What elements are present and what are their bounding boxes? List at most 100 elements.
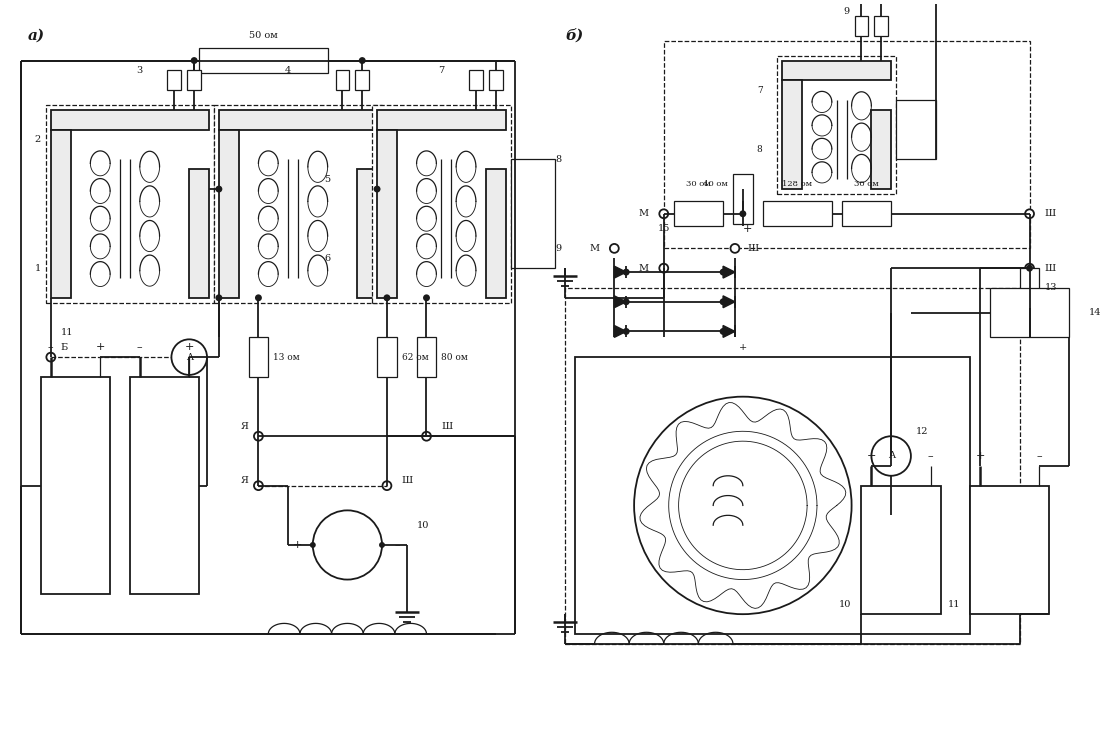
Bar xyxy=(249,338,268,377)
Circle shape xyxy=(730,244,739,253)
Bar xyxy=(219,110,377,130)
Text: Я: Я xyxy=(241,476,249,485)
Text: 50 ом: 50 ом xyxy=(249,32,277,41)
Circle shape xyxy=(422,432,431,441)
Circle shape xyxy=(424,294,430,301)
Text: Ш: Ш xyxy=(748,244,759,253)
Circle shape xyxy=(623,269,629,276)
Polygon shape xyxy=(723,272,735,278)
Text: Б: Б xyxy=(60,343,68,352)
Circle shape xyxy=(739,210,746,217)
Text: 30 ом: 30 ом xyxy=(854,180,879,188)
Bar xyxy=(219,130,239,298)
Circle shape xyxy=(659,264,668,273)
Circle shape xyxy=(719,328,726,335)
Text: 6: 6 xyxy=(324,254,331,263)
Circle shape xyxy=(359,57,365,64)
Circle shape xyxy=(1025,264,1034,273)
Circle shape xyxy=(374,186,381,192)
Text: 8: 8 xyxy=(757,145,762,154)
Text: 5: 5 xyxy=(324,175,331,184)
Text: 14: 14 xyxy=(1089,308,1100,317)
Bar xyxy=(377,110,506,130)
Text: A: A xyxy=(888,452,894,461)
Bar xyxy=(51,110,209,130)
Bar xyxy=(372,105,510,303)
Text: а): а) xyxy=(28,29,45,43)
Polygon shape xyxy=(723,296,735,301)
Text: М: М xyxy=(639,264,649,273)
Text: –: – xyxy=(1036,451,1042,461)
Text: A: A xyxy=(186,352,192,362)
Bar xyxy=(1020,268,1040,308)
Text: –: – xyxy=(48,342,54,352)
Bar xyxy=(51,130,70,298)
Polygon shape xyxy=(614,272,626,278)
Circle shape xyxy=(379,542,385,548)
Text: 15: 15 xyxy=(658,224,670,233)
Text: +: + xyxy=(739,343,747,352)
Bar xyxy=(565,288,1020,644)
Text: –: – xyxy=(138,342,143,352)
Bar xyxy=(733,174,752,223)
Text: +: + xyxy=(867,451,876,461)
Circle shape xyxy=(384,294,390,301)
Text: 12: 12 xyxy=(916,427,928,436)
Polygon shape xyxy=(614,296,626,301)
Bar xyxy=(896,100,936,159)
Bar xyxy=(842,201,891,226)
Bar xyxy=(782,60,891,80)
Circle shape xyxy=(255,294,262,301)
Circle shape xyxy=(609,244,619,253)
Bar xyxy=(855,16,868,36)
Circle shape xyxy=(254,432,263,441)
Text: 3: 3 xyxy=(136,66,143,75)
Text: М: М xyxy=(590,244,600,253)
Circle shape xyxy=(190,57,198,64)
Bar xyxy=(189,170,209,298)
Text: 30 ом: 30 ом xyxy=(686,180,711,188)
Bar xyxy=(663,41,1030,248)
Bar xyxy=(673,201,723,226)
Bar xyxy=(377,130,397,298)
Circle shape xyxy=(46,353,55,362)
Bar xyxy=(46,105,213,303)
Polygon shape xyxy=(614,326,626,332)
Polygon shape xyxy=(723,301,735,308)
Circle shape xyxy=(1025,209,1034,218)
Circle shape xyxy=(871,436,911,476)
Bar xyxy=(488,71,503,90)
Circle shape xyxy=(216,186,222,192)
Circle shape xyxy=(310,542,316,548)
Text: +: + xyxy=(976,451,984,461)
Circle shape xyxy=(634,397,851,614)
Text: 13: 13 xyxy=(1044,284,1057,293)
Text: 1: 1 xyxy=(35,264,41,273)
Bar xyxy=(871,110,891,189)
Text: 10: 10 xyxy=(417,521,429,530)
Circle shape xyxy=(1026,265,1033,272)
Text: 13 ом: 13 ом xyxy=(273,352,300,362)
Bar xyxy=(336,71,350,90)
Text: 9: 9 xyxy=(556,244,561,253)
Bar xyxy=(874,16,888,36)
Circle shape xyxy=(254,481,263,490)
Bar xyxy=(358,170,377,298)
Text: 7: 7 xyxy=(438,66,444,75)
Polygon shape xyxy=(614,266,626,272)
Bar xyxy=(782,80,802,189)
Polygon shape xyxy=(614,301,626,308)
Text: 11: 11 xyxy=(948,600,960,609)
Text: Ш: Ш xyxy=(441,422,452,431)
Bar xyxy=(377,338,397,377)
Circle shape xyxy=(623,328,629,335)
Text: +: + xyxy=(96,342,104,352)
Text: 40 ом: 40 ом xyxy=(703,180,728,188)
Text: 80 ом: 80 ом xyxy=(441,352,469,362)
Text: 8: 8 xyxy=(556,155,561,164)
Bar xyxy=(130,377,199,595)
Bar xyxy=(970,486,1049,614)
Circle shape xyxy=(312,510,382,579)
Bar xyxy=(510,159,556,268)
Text: Ш: Ш xyxy=(402,476,412,485)
